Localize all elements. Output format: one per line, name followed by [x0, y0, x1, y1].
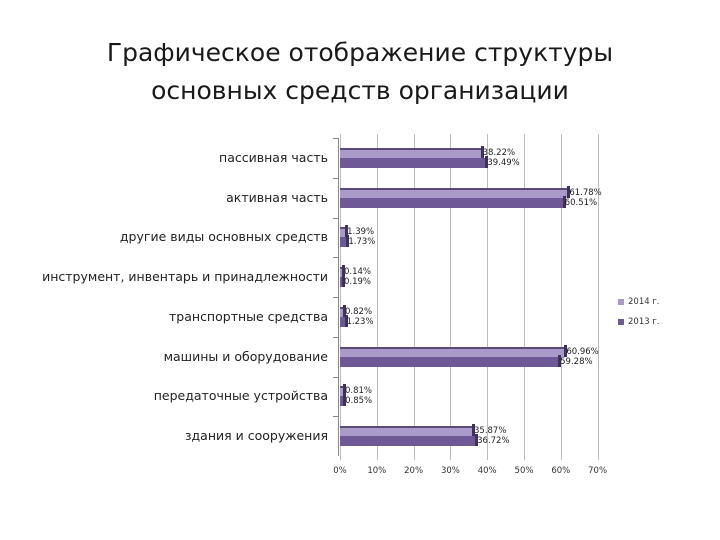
title-line-1: Графическое отображение структуры	[106, 38, 614, 67]
bar-2014	[340, 304, 347, 317]
value-label: 0.85%	[345, 396, 373, 407]
bar-2013	[340, 354, 562, 367]
y-axis	[338, 138, 339, 456]
x-tick-label: 0%	[333, 466, 347, 476]
gridline	[560, 134, 562, 460]
bar-cap	[345, 225, 349, 238]
gridline	[487, 134, 489, 460]
y-tick	[333, 336, 338, 338]
bar-2013	[340, 314, 348, 327]
value-label: 1.39%	[347, 227, 375, 238]
bar-cap	[346, 235, 350, 248]
legend-item-2013: 2013 г.	[618, 312, 660, 332]
bar-cap	[342, 384, 346, 397]
bar-2014	[340, 145, 484, 158]
x-tick-label: 60%	[551, 466, 571, 476]
gridline	[376, 134, 378, 460]
bar-2014	[340, 185, 571, 198]
bar-2013	[340, 275, 345, 288]
bar-2014	[340, 424, 475, 437]
category-label: здания и сооружения	[184, 428, 328, 444]
x-tick-label: 40%	[477, 466, 497, 476]
gridline	[597, 134, 599, 460]
y-tick	[333, 416, 338, 418]
legend-swatch-2014	[618, 299, 624, 305]
value-label: 59.28%	[560, 356, 593, 367]
bar-2013	[340, 195, 566, 208]
bar-2014	[340, 344, 568, 357]
y-tick	[333, 297, 338, 298]
value-label: 0.19%	[344, 277, 372, 288]
legend: 2014 г. 2013 г.	[618, 292, 660, 332]
y-tick	[333, 376, 338, 378]
x-tick-label: 50%	[514, 466, 534, 476]
value-label: 36.72%	[477, 436, 510, 447]
x-tick-label: 10%	[367, 466, 387, 476]
bar-cap	[558, 354, 562, 367]
gridline	[413, 134, 415, 460]
bar-2014	[340, 225, 349, 238]
bar-2013	[340, 394, 347, 407]
bar-cap	[564, 344, 568, 357]
bar-2013	[340, 434, 479, 447]
value-label: 35.87%	[474, 426, 507, 437]
legend-swatch-2013	[618, 319, 624, 325]
category-label: транспортные средства	[169, 308, 328, 324]
x-tick-label: 20%	[404, 466, 424, 476]
bar-cap	[342, 275, 345, 288]
value-label: 38.22%	[482, 147, 516, 158]
bar-cap	[344, 314, 348, 327]
bar-cap	[567, 185, 571, 198]
x-tick-label: 70%	[588, 466, 608, 476]
value-label: 1.73%	[348, 237, 376, 248]
value-label: 0.82%	[345, 306, 373, 317]
bar-cap	[485, 155, 489, 168]
gridline	[340, 134, 341, 460]
value-label: 60.51%	[564, 197, 598, 208]
category-label: пассивная часть	[219, 149, 328, 165]
value-label: 0.81%	[344, 386, 372, 397]
gridline	[524, 134, 525, 460]
bar-2013	[340, 155, 489, 168]
value-label: 0.14%	[344, 267, 372, 278]
category-label: передаточные устройства	[153, 388, 328, 404]
category-label: другие виды основных средств	[119, 229, 328, 245]
bar-2014	[340, 384, 346, 397]
bar-cap	[475, 434, 479, 447]
bar-cap	[343, 304, 347, 317]
bar-cap	[562, 195, 566, 208]
x-tick-label: 30%	[440, 466, 460, 476]
gridline	[450, 134, 452, 460]
bar-cap	[343, 394, 347, 407]
y-tick	[333, 177, 338, 179]
category-label: инструмент, инвентарь и принадлежности	[42, 269, 328, 285]
category-label: активная часть	[226, 189, 328, 205]
category-label: машины и оборудование	[163, 348, 328, 364]
y-tick	[333, 138, 338, 139]
legend-item-2014: 2014 г.	[618, 292, 660, 312]
bar-2013	[340, 235, 350, 248]
title-line-2: основных средств организации	[151, 76, 569, 105]
bar-cap	[480, 145, 484, 158]
bar-cap	[342, 265, 345, 278]
value-label: 60.96%	[566, 346, 599, 357]
value-label: 1.23%	[346, 316, 374, 327]
value-label: 39.49%	[487, 157, 520, 168]
page-title: Графическое отображение структуры основн…	[0, 34, 720, 110]
value-label: 61.78%	[569, 187, 602, 198]
y-tick	[333, 257, 338, 259]
bar-2014	[340, 265, 345, 278]
y-tick	[333, 217, 338, 219]
bar-cap	[472, 424, 475, 437]
